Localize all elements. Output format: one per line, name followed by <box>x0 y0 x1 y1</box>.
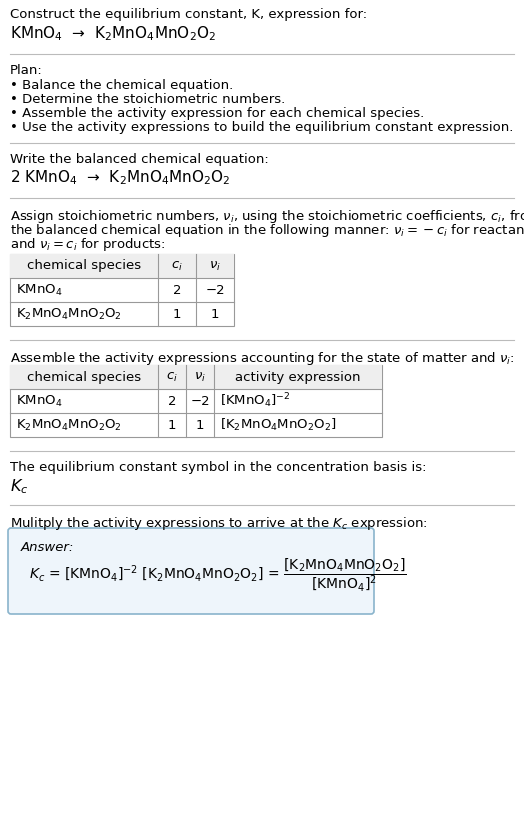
Text: $K_c$ = $\mathrm{[KMnO_4]^{-2}}$ $\mathrm{[K_2MnO_4MnO_2O_2]}$ = $\dfrac{\mathrm: $K_c$ = $\mathrm{[KMnO_4]^{-2}}$ $\mathr… <box>29 556 407 593</box>
Text: $K_c$: $K_c$ <box>10 477 28 496</box>
Text: 2: 2 <box>173 283 181 297</box>
Text: Mulitply the activity expressions to arrive at the $K_c$ expression:: Mulitply the activity expressions to arr… <box>10 515 428 532</box>
Text: 1: 1 <box>196 418 204 431</box>
Text: 1: 1 <box>211 307 219 321</box>
Text: • Use the activity expressions to build the equilibrium constant expression.: • Use the activity expressions to build … <box>10 121 514 134</box>
Text: 2: 2 <box>168 395 176 407</box>
Text: and $\nu_i = c_i$ for products:: and $\nu_i = c_i$ for products: <box>10 236 166 253</box>
Text: chemical species: chemical species <box>27 260 141 272</box>
Text: $\nu_i$: $\nu_i$ <box>209 259 221 272</box>
Text: K$_2$MnO$_4$MnO$_2$O$_2$: K$_2$MnO$_4$MnO$_2$O$_2$ <box>16 307 122 322</box>
Text: • Balance the chemical equation.: • Balance the chemical equation. <box>10 79 233 92</box>
Text: Plan:: Plan: <box>10 64 43 77</box>
Bar <box>10 365 382 437</box>
Text: the balanced chemical equation in the following manner: $\nu_i = -c_i$ for react: the balanced chemical equation in the fo… <box>10 222 524 239</box>
Text: [K$_2$MnO$_4$MnO$_2$O$_2$]: [K$_2$MnO$_4$MnO$_2$O$_2$] <box>220 417 336 433</box>
Text: KMnO$_4$  →  K$_2$MnO$_4$MnO$_2$O$_2$: KMnO$_4$ → K$_2$MnO$_4$MnO$_2$O$_2$ <box>10 24 216 42</box>
Text: KMnO$_4$: KMnO$_4$ <box>16 282 62 297</box>
Text: Assign stoichiometric numbers, $\nu_i$, using the stoichiometric coefficients, $: Assign stoichiometric numbers, $\nu_i$, … <box>10 208 524 225</box>
Text: $\nu_i$: $\nu_i$ <box>194 371 206 383</box>
Text: • Assemble the activity expression for each chemical species.: • Assemble the activity expression for e… <box>10 107 424 120</box>
Text: Construct the equilibrium constant, K, expression for:: Construct the equilibrium constant, K, e… <box>10 8 367 21</box>
Text: $c_i$: $c_i$ <box>166 371 178 383</box>
Text: $c_i$: $c_i$ <box>171 259 183 272</box>
Text: activity expression: activity expression <box>235 371 361 383</box>
Text: chemical species: chemical species <box>27 371 141 383</box>
Bar <box>10 254 234 326</box>
Text: The equilibrium constant symbol in the concentration basis is:: The equilibrium constant symbol in the c… <box>10 461 427 474</box>
Text: Write the balanced chemical equation:: Write the balanced chemical equation: <box>10 153 269 166</box>
Text: Answer:: Answer: <box>21 541 74 554</box>
Text: 1: 1 <box>168 418 176 431</box>
Text: 2 KMnO$_4$  →  K$_2$MnO$_4$MnO$_2$O$_2$: 2 KMnO$_4$ → K$_2$MnO$_4$MnO$_2$O$_2$ <box>10 168 231 187</box>
Bar <box>10 254 234 278</box>
Text: KMnO$_4$: KMnO$_4$ <box>16 393 62 408</box>
Text: Assemble the activity expressions accounting for the state of matter and $\nu_i$: Assemble the activity expressions accoun… <box>10 350 515 367</box>
Text: −2: −2 <box>190 395 210 407</box>
Text: [KMnO$_4$]$^{-2}$: [KMnO$_4$]$^{-2}$ <box>220 392 290 411</box>
Text: −2: −2 <box>205 283 225 297</box>
Text: K$_2$MnO$_4$MnO$_2$O$_2$: K$_2$MnO$_4$MnO$_2$O$_2$ <box>16 417 122 432</box>
Text: • Determine the stoichiometric numbers.: • Determine the stoichiometric numbers. <box>10 93 285 106</box>
FancyBboxPatch shape <box>8 528 374 614</box>
Text: 1: 1 <box>173 307 181 321</box>
Bar <box>10 365 382 389</box>
